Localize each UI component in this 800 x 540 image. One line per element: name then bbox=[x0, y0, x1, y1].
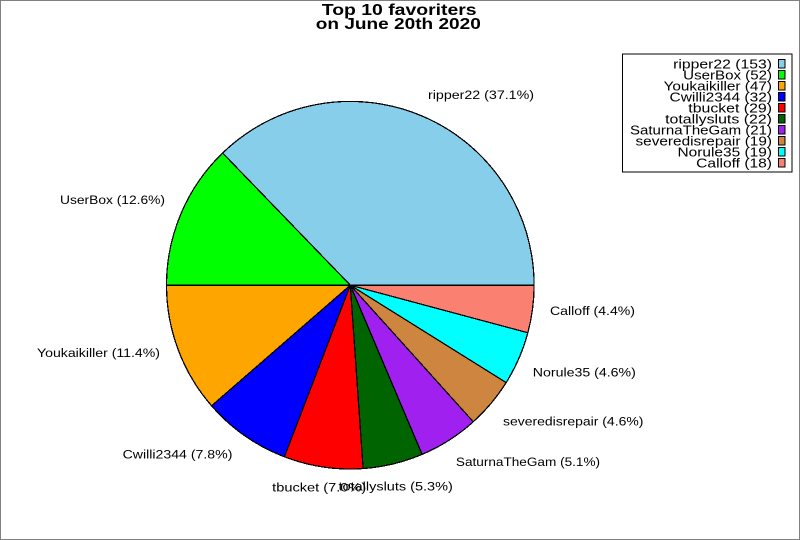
svg-text:ripper22 (153): ripper22 (153) bbox=[673, 57, 772, 72]
svg-text:on June 20th 2020: on June 20th 2020 bbox=[316, 16, 481, 33]
svg-text:Cwilli2344 (32): Cwilli2344 (32) bbox=[670, 90, 773, 105]
svg-text:UserBox (12.6%): UserBox (12.6%) bbox=[60, 193, 165, 207]
svg-text:Top 10 favoriters: Top 10 favoriters bbox=[322, 2, 477, 19]
svg-text:severedisrepair (4.6%): severedisrepair (4.6%) bbox=[503, 414, 643, 428]
svg-text:Calloff (18): Calloff (18) bbox=[696, 156, 772, 171]
svg-text:Norule35 (4.6%): Norule35 (4.6%) bbox=[533, 366, 636, 380]
svg-text:tbucket (7.0%): tbucket (7.0%) bbox=[272, 480, 366, 494]
svg-text:UserBox (52): UserBox (52) bbox=[683, 68, 772, 83]
svg-text:SaturnaTheGam (21): SaturnaTheGam (21) bbox=[630, 123, 772, 138]
svg-text:totallysluts (22): totallysluts (22) bbox=[665, 112, 772, 127]
svg-text:Calloff (4.4%): Calloff (4.4%) bbox=[550, 304, 635, 318]
svg-text:severedisrepair (19): severedisrepair (19) bbox=[636, 134, 773, 149]
svg-text:Youkaikiller (47): Youkaikiller (47) bbox=[664, 79, 772, 94]
svg-text:Cwilli2344 (7.8%): Cwilli2344 (7.8%) bbox=[123, 447, 233, 461]
svg-text:Norule35 (19): Norule35 (19) bbox=[678, 145, 773, 160]
svg-text:ripper22 (37.1%): ripper22 (37.1%) bbox=[428, 88, 534, 102]
svg-text:totallysluts (5.3%): totallysluts (5.3%) bbox=[339, 480, 453, 494]
svg-text:SaturnaTheGam (5.1%): SaturnaTheGam (5.1%) bbox=[456, 455, 600, 469]
svg-text:Youkaikiller (11.4%): Youkaikiller (11.4%) bbox=[37, 346, 160, 360]
svg-text:tbucket (29): tbucket (29) bbox=[688, 101, 772, 116]
